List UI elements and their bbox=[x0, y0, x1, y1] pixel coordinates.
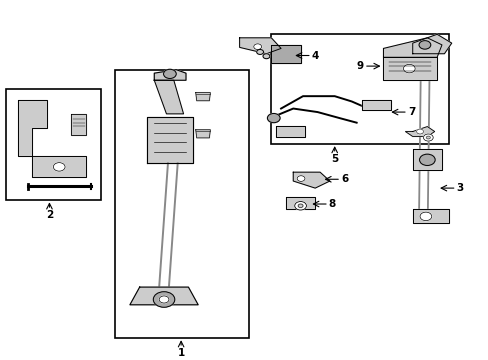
Polygon shape bbox=[71, 114, 86, 135]
Polygon shape bbox=[154, 80, 183, 114]
Circle shape bbox=[418, 41, 430, 49]
Text: 8: 8 bbox=[328, 199, 335, 209]
Circle shape bbox=[263, 54, 269, 59]
Circle shape bbox=[256, 49, 263, 54]
Circle shape bbox=[253, 44, 261, 49]
Circle shape bbox=[163, 69, 176, 78]
Polygon shape bbox=[412, 34, 451, 54]
Polygon shape bbox=[239, 38, 281, 54]
Polygon shape bbox=[195, 93, 210, 101]
Bar bbox=[5, 89, 101, 201]
Polygon shape bbox=[383, 57, 436, 80]
Polygon shape bbox=[18, 100, 47, 156]
Polygon shape bbox=[276, 126, 305, 137]
Circle shape bbox=[419, 154, 434, 166]
Polygon shape bbox=[293, 172, 329, 188]
Circle shape bbox=[159, 296, 168, 303]
Polygon shape bbox=[412, 149, 441, 170]
Circle shape bbox=[298, 204, 303, 208]
Text: 1: 1 bbox=[177, 348, 184, 358]
Circle shape bbox=[267, 113, 280, 123]
Circle shape bbox=[416, 129, 423, 134]
Polygon shape bbox=[195, 130, 210, 138]
Polygon shape bbox=[285, 197, 315, 209]
Text: 2: 2 bbox=[46, 210, 53, 220]
Text: 9: 9 bbox=[356, 61, 363, 71]
Polygon shape bbox=[147, 117, 193, 163]
Polygon shape bbox=[412, 209, 448, 224]
Text: 4: 4 bbox=[311, 50, 319, 60]
Circle shape bbox=[153, 292, 174, 307]
Polygon shape bbox=[271, 45, 300, 63]
Polygon shape bbox=[154, 69, 185, 80]
Text: 7: 7 bbox=[407, 107, 414, 117]
Circle shape bbox=[423, 134, 432, 141]
Polygon shape bbox=[32, 156, 86, 177]
Circle shape bbox=[419, 212, 431, 221]
Bar bbox=[115, 69, 249, 338]
Bar bbox=[271, 34, 448, 144]
Circle shape bbox=[403, 64, 414, 73]
Text: 3: 3 bbox=[456, 183, 463, 193]
Circle shape bbox=[297, 176, 305, 181]
Text: 5: 5 bbox=[330, 154, 338, 164]
Polygon shape bbox=[383, 38, 441, 57]
Text: 6: 6 bbox=[340, 174, 347, 184]
Circle shape bbox=[53, 163, 65, 171]
Polygon shape bbox=[405, 127, 434, 136]
Polygon shape bbox=[130, 287, 198, 305]
Circle shape bbox=[294, 202, 306, 210]
Polygon shape bbox=[361, 100, 390, 110]
Circle shape bbox=[426, 136, 429, 139]
